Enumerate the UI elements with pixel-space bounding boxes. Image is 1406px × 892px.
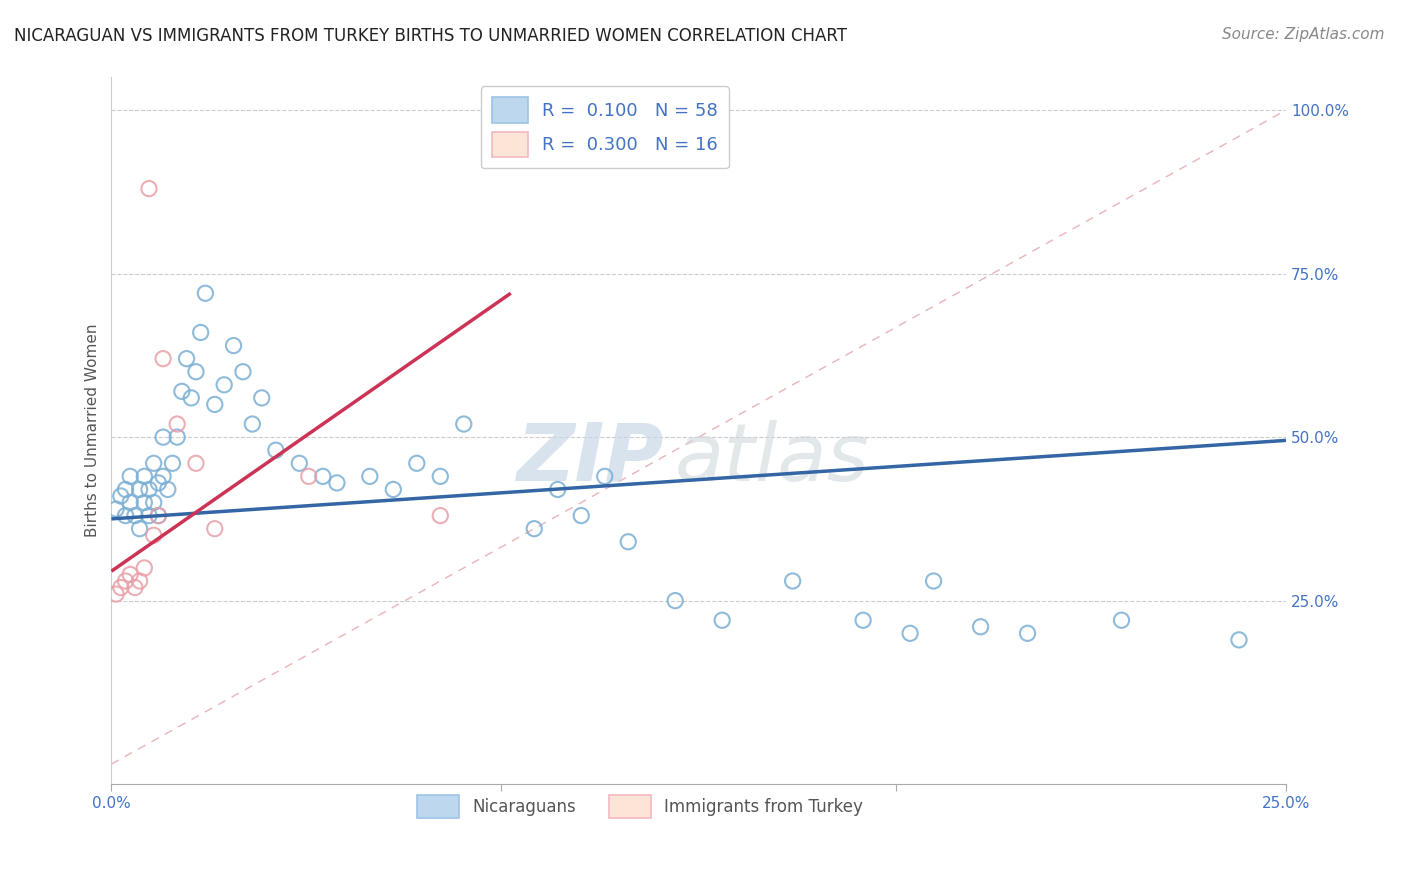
- Point: [138, 508, 160, 523]
- Point: [1111, 613, 1133, 627]
- Point: [288, 456, 311, 470]
- Point: [142, 528, 165, 542]
- Point: [1017, 626, 1039, 640]
- Point: [184, 365, 207, 379]
- Point: [128, 574, 150, 588]
- Point: [148, 508, 170, 523]
- Point: [569, 508, 592, 523]
- Point: [190, 326, 212, 340]
- Point: [429, 469, 451, 483]
- Point: [240, 417, 263, 431]
- Point: [429, 508, 451, 523]
- Point: [326, 475, 349, 490]
- Point: [138, 181, 160, 195]
- Point: [782, 574, 804, 588]
- Point: [1227, 632, 1250, 647]
- Text: Source: ZipAtlas.com: Source: ZipAtlas.com: [1222, 27, 1385, 42]
- Point: [134, 561, 156, 575]
- Point: [180, 391, 202, 405]
- Point: [170, 384, 193, 399]
- Point: [898, 626, 921, 640]
- Point: [105, 587, 128, 601]
- Point: [222, 338, 245, 352]
- Point: [547, 483, 569, 497]
- Point: [166, 430, 188, 444]
- Point: [142, 456, 165, 470]
- Point: [142, 495, 165, 509]
- Point: [114, 483, 136, 497]
- Point: [152, 469, 174, 483]
- Point: [204, 522, 226, 536]
- Point: [250, 391, 273, 405]
- Point: [405, 456, 427, 470]
- Point: [120, 495, 142, 509]
- Point: [664, 593, 686, 607]
- Point: [162, 456, 184, 470]
- Point: [148, 475, 170, 490]
- Point: [110, 581, 132, 595]
- Point: [176, 351, 198, 366]
- Point: [120, 567, 142, 582]
- Point: [922, 574, 945, 588]
- Text: atlas: atlas: [675, 420, 870, 498]
- Point: [148, 508, 170, 523]
- Point: [114, 508, 136, 523]
- Point: [138, 483, 160, 497]
- Point: [152, 351, 174, 366]
- Point: [124, 508, 146, 523]
- Point: [134, 495, 156, 509]
- Point: [593, 469, 616, 483]
- Text: ZIP: ZIP: [516, 420, 664, 498]
- Point: [134, 469, 156, 483]
- Point: [105, 502, 128, 516]
- Point: [166, 417, 188, 431]
- Point: [298, 469, 321, 483]
- Point: [194, 286, 217, 301]
- Point: [617, 534, 640, 549]
- Point: [264, 443, 287, 458]
- Point: [453, 417, 475, 431]
- Point: [382, 483, 405, 497]
- Legend: Nicaraguans, Immigrants from Turkey: Nicaraguans, Immigrants from Turkey: [411, 788, 869, 825]
- Point: [110, 489, 132, 503]
- Point: [184, 456, 207, 470]
- Point: [152, 430, 174, 444]
- Point: [711, 613, 734, 627]
- Text: NICARAGUAN VS IMMIGRANTS FROM TURKEY BIRTHS TO UNMARRIED WOMEN CORRELATION CHART: NICARAGUAN VS IMMIGRANTS FROM TURKEY BIR…: [14, 27, 846, 45]
- Point: [204, 397, 226, 411]
- Point: [312, 469, 335, 483]
- Point: [359, 469, 381, 483]
- Point: [128, 522, 150, 536]
- Y-axis label: Births to Unmarried Women: Births to Unmarried Women: [86, 324, 100, 537]
- Point: [232, 365, 254, 379]
- Point: [120, 469, 142, 483]
- Point: [969, 620, 991, 634]
- Point: [852, 613, 875, 627]
- Point: [128, 483, 150, 497]
- Point: [124, 581, 146, 595]
- Point: [156, 483, 179, 497]
- Point: [212, 377, 235, 392]
- Point: [523, 522, 546, 536]
- Point: [114, 574, 136, 588]
